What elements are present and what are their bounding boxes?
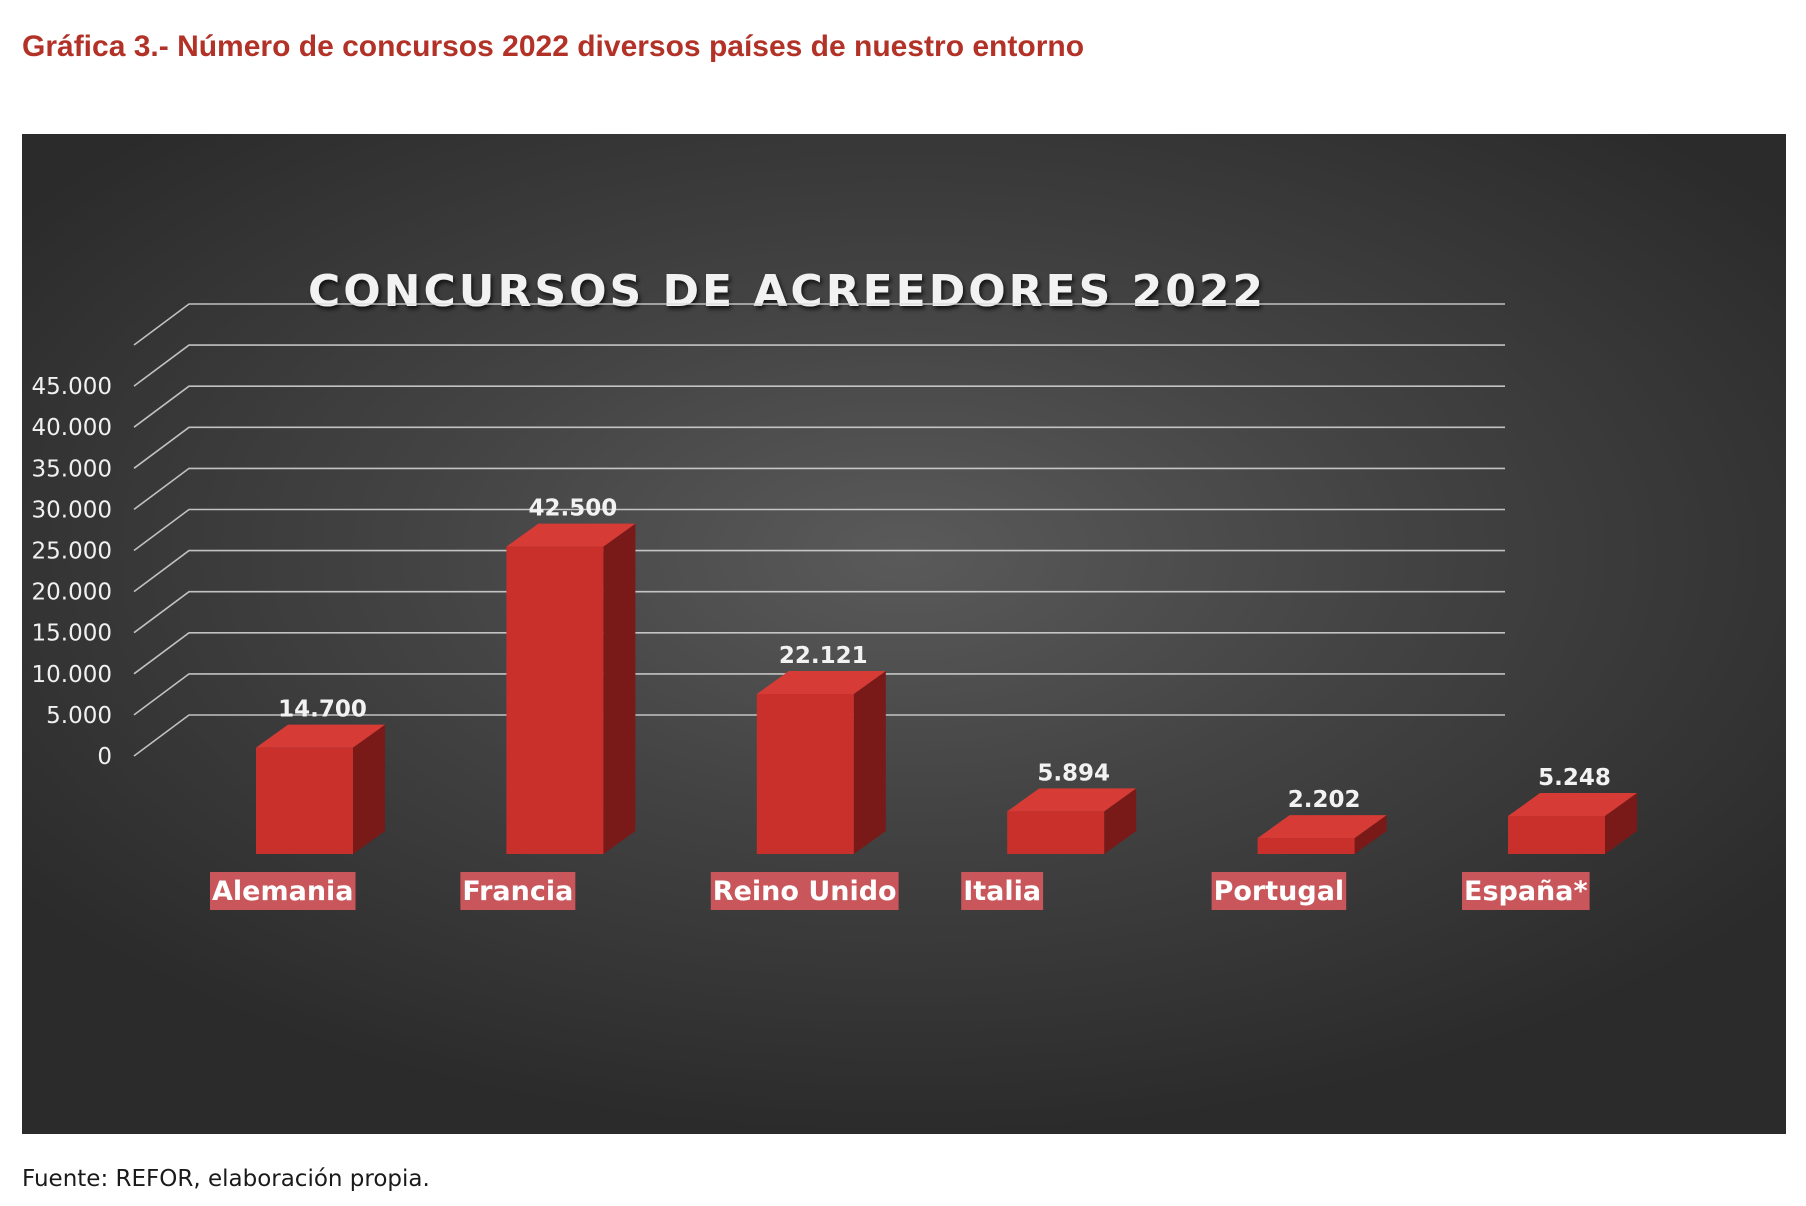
- gridline: [133, 631, 1505, 675]
- bar: [1007, 788, 1137, 854]
- bar: [1508, 793, 1637, 854]
- chart-title: CONCURSOS DE ACREEDORES 2022: [308, 266, 1266, 317]
- bar-top: [1007, 788, 1137, 812]
- x-tick-label: Reino Unido: [713, 876, 897, 907]
- data-label: 5.894: [1037, 760, 1110, 786]
- bar-side: [1354, 815, 1387, 854]
- bar-front: [506, 546, 604, 854]
- y-tick-label: 0: [97, 744, 112, 770]
- category-label-bg: [1211, 872, 1347, 910]
- bar-top: [256, 724, 385, 748]
- bar: [1257, 815, 1387, 854]
- bar-chart: CONCURSOS DE ACREEDORES 2022 0 5.000 10.00…: [32, 266, 1637, 910]
- data-label: 5.248: [1538, 765, 1611, 791]
- bar-front: [256, 747, 353, 854]
- chart-panel: CONCURSOS DE ACREEDORES 2022 0 5.000 10.00…: [22, 134, 1786, 1134]
- bar-side: [1605, 793, 1637, 854]
- y-tick-label: 35.000: [32, 456, 112, 482]
- x-axis-categories: Alemania Francia Reino Unido Italia Portugal…: [210, 872, 1590, 910]
- bar-front: [756, 693, 854, 854]
- gridline: [133, 714, 1505, 757]
- gridline: [133, 508, 1505, 552]
- y-tick-label: 20.000: [32, 580, 112, 606]
- bar-front: [1007, 811, 1105, 854]
- gridline: [133, 549, 1505, 593]
- bar-top: [1508, 793, 1637, 817]
- y-tick-label: 5.000: [46, 703, 112, 729]
- data-label: 42.500: [529, 496, 618, 522]
- x-tick-label: Francia: [462, 876, 573, 907]
- bar-front: [1508, 816, 1605, 854]
- bars: 14.700 42.500 22.121 5.894 2.202 5.248: [256, 496, 1637, 854]
- bar-side: [603, 523, 636, 854]
- bar: [256, 724, 385, 854]
- figure-heading: Gráfica 3.- Número de concursos 2022 div…: [22, 30, 1085, 63]
- bar-side: [1104, 788, 1137, 854]
- bar-top: [506, 523, 636, 547]
- bar-front: [1257, 838, 1355, 854]
- y-tick-label: 15.000: [32, 621, 112, 647]
- category-label: Reino Unido: [710, 872, 899, 910]
- data-label: 2.202: [1288, 787, 1361, 813]
- bar-side: [353, 724, 385, 854]
- y-tick-label: 40.000: [32, 415, 112, 441]
- x-tick-label: Italia: [963, 876, 1041, 907]
- source-note: Fuente: REFOR, elaboración propia.: [22, 1166, 430, 1192]
- y-tick-label: 10.000: [32, 662, 112, 688]
- category-label: Portugal: [1211, 872, 1347, 910]
- gridline: [133, 673, 1505, 716]
- category-label: Alemania: [210, 872, 356, 910]
- category-label-bg: [710, 872, 899, 910]
- category-label-bg: [961, 872, 1044, 910]
- data-label: 14.700: [278, 697, 367, 723]
- category-label: Francia: [460, 872, 576, 910]
- x-tick-label: Alemania: [212, 876, 354, 907]
- category-label-bg: [210, 872, 356, 910]
- category-label-bg: [1462, 872, 1590, 910]
- category-label-bg: [460, 872, 576, 910]
- bar-top: [1257, 815, 1387, 839]
- gridline: [133, 426, 1505, 469]
- gridline: [133, 385, 1505, 428]
- bar-side: [853, 670, 886, 854]
- y-tick-label: 25.000: [32, 539, 112, 565]
- gridline: [133, 467, 1505, 511]
- category-label: España*: [1462, 872, 1590, 910]
- data-label: 22.121: [779, 643, 868, 669]
- gridlines: [133, 303, 1505, 757]
- y-tick-label: 45.000: [32, 374, 112, 400]
- y-axis-ticks: 0 5.000 10.000 15.000 20.000 25.000 30.000 35.0…: [32, 374, 112, 770]
- bar-top: [756, 670, 886, 694]
- gridline: [133, 303, 1505, 346]
- x-tick-label: Portugal: [1214, 876, 1345, 907]
- gridline: [133, 344, 1505, 387]
- bar: [756, 670, 886, 854]
- y-tick-label: 30.000: [32, 497, 112, 523]
- gridline: [133, 590, 1505, 634]
- x-tick-label: España*: [1464, 876, 1588, 907]
- category-label: Italia: [961, 872, 1044, 910]
- bar: [506, 523, 636, 854]
